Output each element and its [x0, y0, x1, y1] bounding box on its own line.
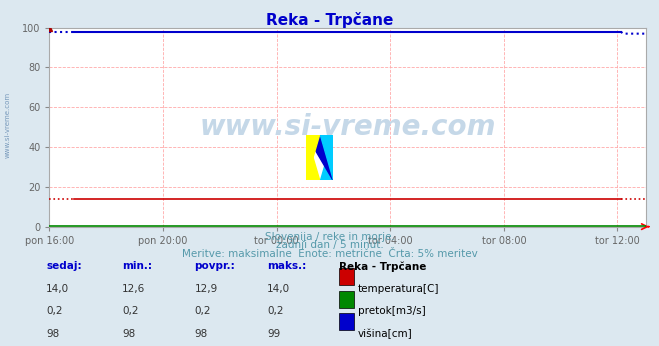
Text: 98: 98: [194, 329, 208, 339]
Text: 12,6: 12,6: [122, 284, 145, 294]
Text: 99: 99: [267, 329, 280, 339]
Text: www.si-vreme.com: www.si-vreme.com: [200, 113, 496, 141]
Text: 14,0: 14,0: [267, 284, 290, 294]
Text: 0,2: 0,2: [194, 306, 211, 316]
Text: www.si-vreme.com: www.si-vreme.com: [5, 91, 11, 158]
Text: Reka - Trpčane: Reka - Trpčane: [266, 12, 393, 28]
Text: Slovenija / reke in morje.: Slovenija / reke in morje.: [264, 232, 395, 242]
Text: min.:: min.:: [122, 261, 152, 271]
Text: temperatura[C]: temperatura[C]: [358, 284, 440, 294]
Text: maks.:: maks.:: [267, 261, 306, 271]
Text: sedaj:: sedaj:: [46, 261, 82, 271]
Text: Reka - Trpčane: Reka - Trpčane: [339, 261, 427, 272]
Polygon shape: [320, 135, 333, 180]
Text: zadnji dan / 5 minut.: zadnji dan / 5 minut.: [275, 240, 384, 251]
Text: Meritve: maksimalne  Enote: metrične  Črta: 5% meritev: Meritve: maksimalne Enote: metrične Črta…: [182, 249, 477, 259]
Polygon shape: [320, 135, 333, 180]
Polygon shape: [306, 135, 333, 180]
Text: pretok[m3/s]: pretok[m3/s]: [358, 306, 426, 316]
Text: povpr.:: povpr.:: [194, 261, 235, 271]
Text: 12,9: 12,9: [194, 284, 217, 294]
Text: 0,2: 0,2: [267, 306, 283, 316]
Text: 0,2: 0,2: [122, 306, 138, 316]
Text: 98: 98: [46, 329, 59, 339]
Text: 14,0: 14,0: [46, 284, 69, 294]
Polygon shape: [306, 135, 320, 180]
Text: 0,2: 0,2: [46, 306, 63, 316]
Text: višina[cm]: višina[cm]: [358, 329, 413, 339]
Text: 98: 98: [122, 329, 135, 339]
Polygon shape: [306, 135, 320, 180]
